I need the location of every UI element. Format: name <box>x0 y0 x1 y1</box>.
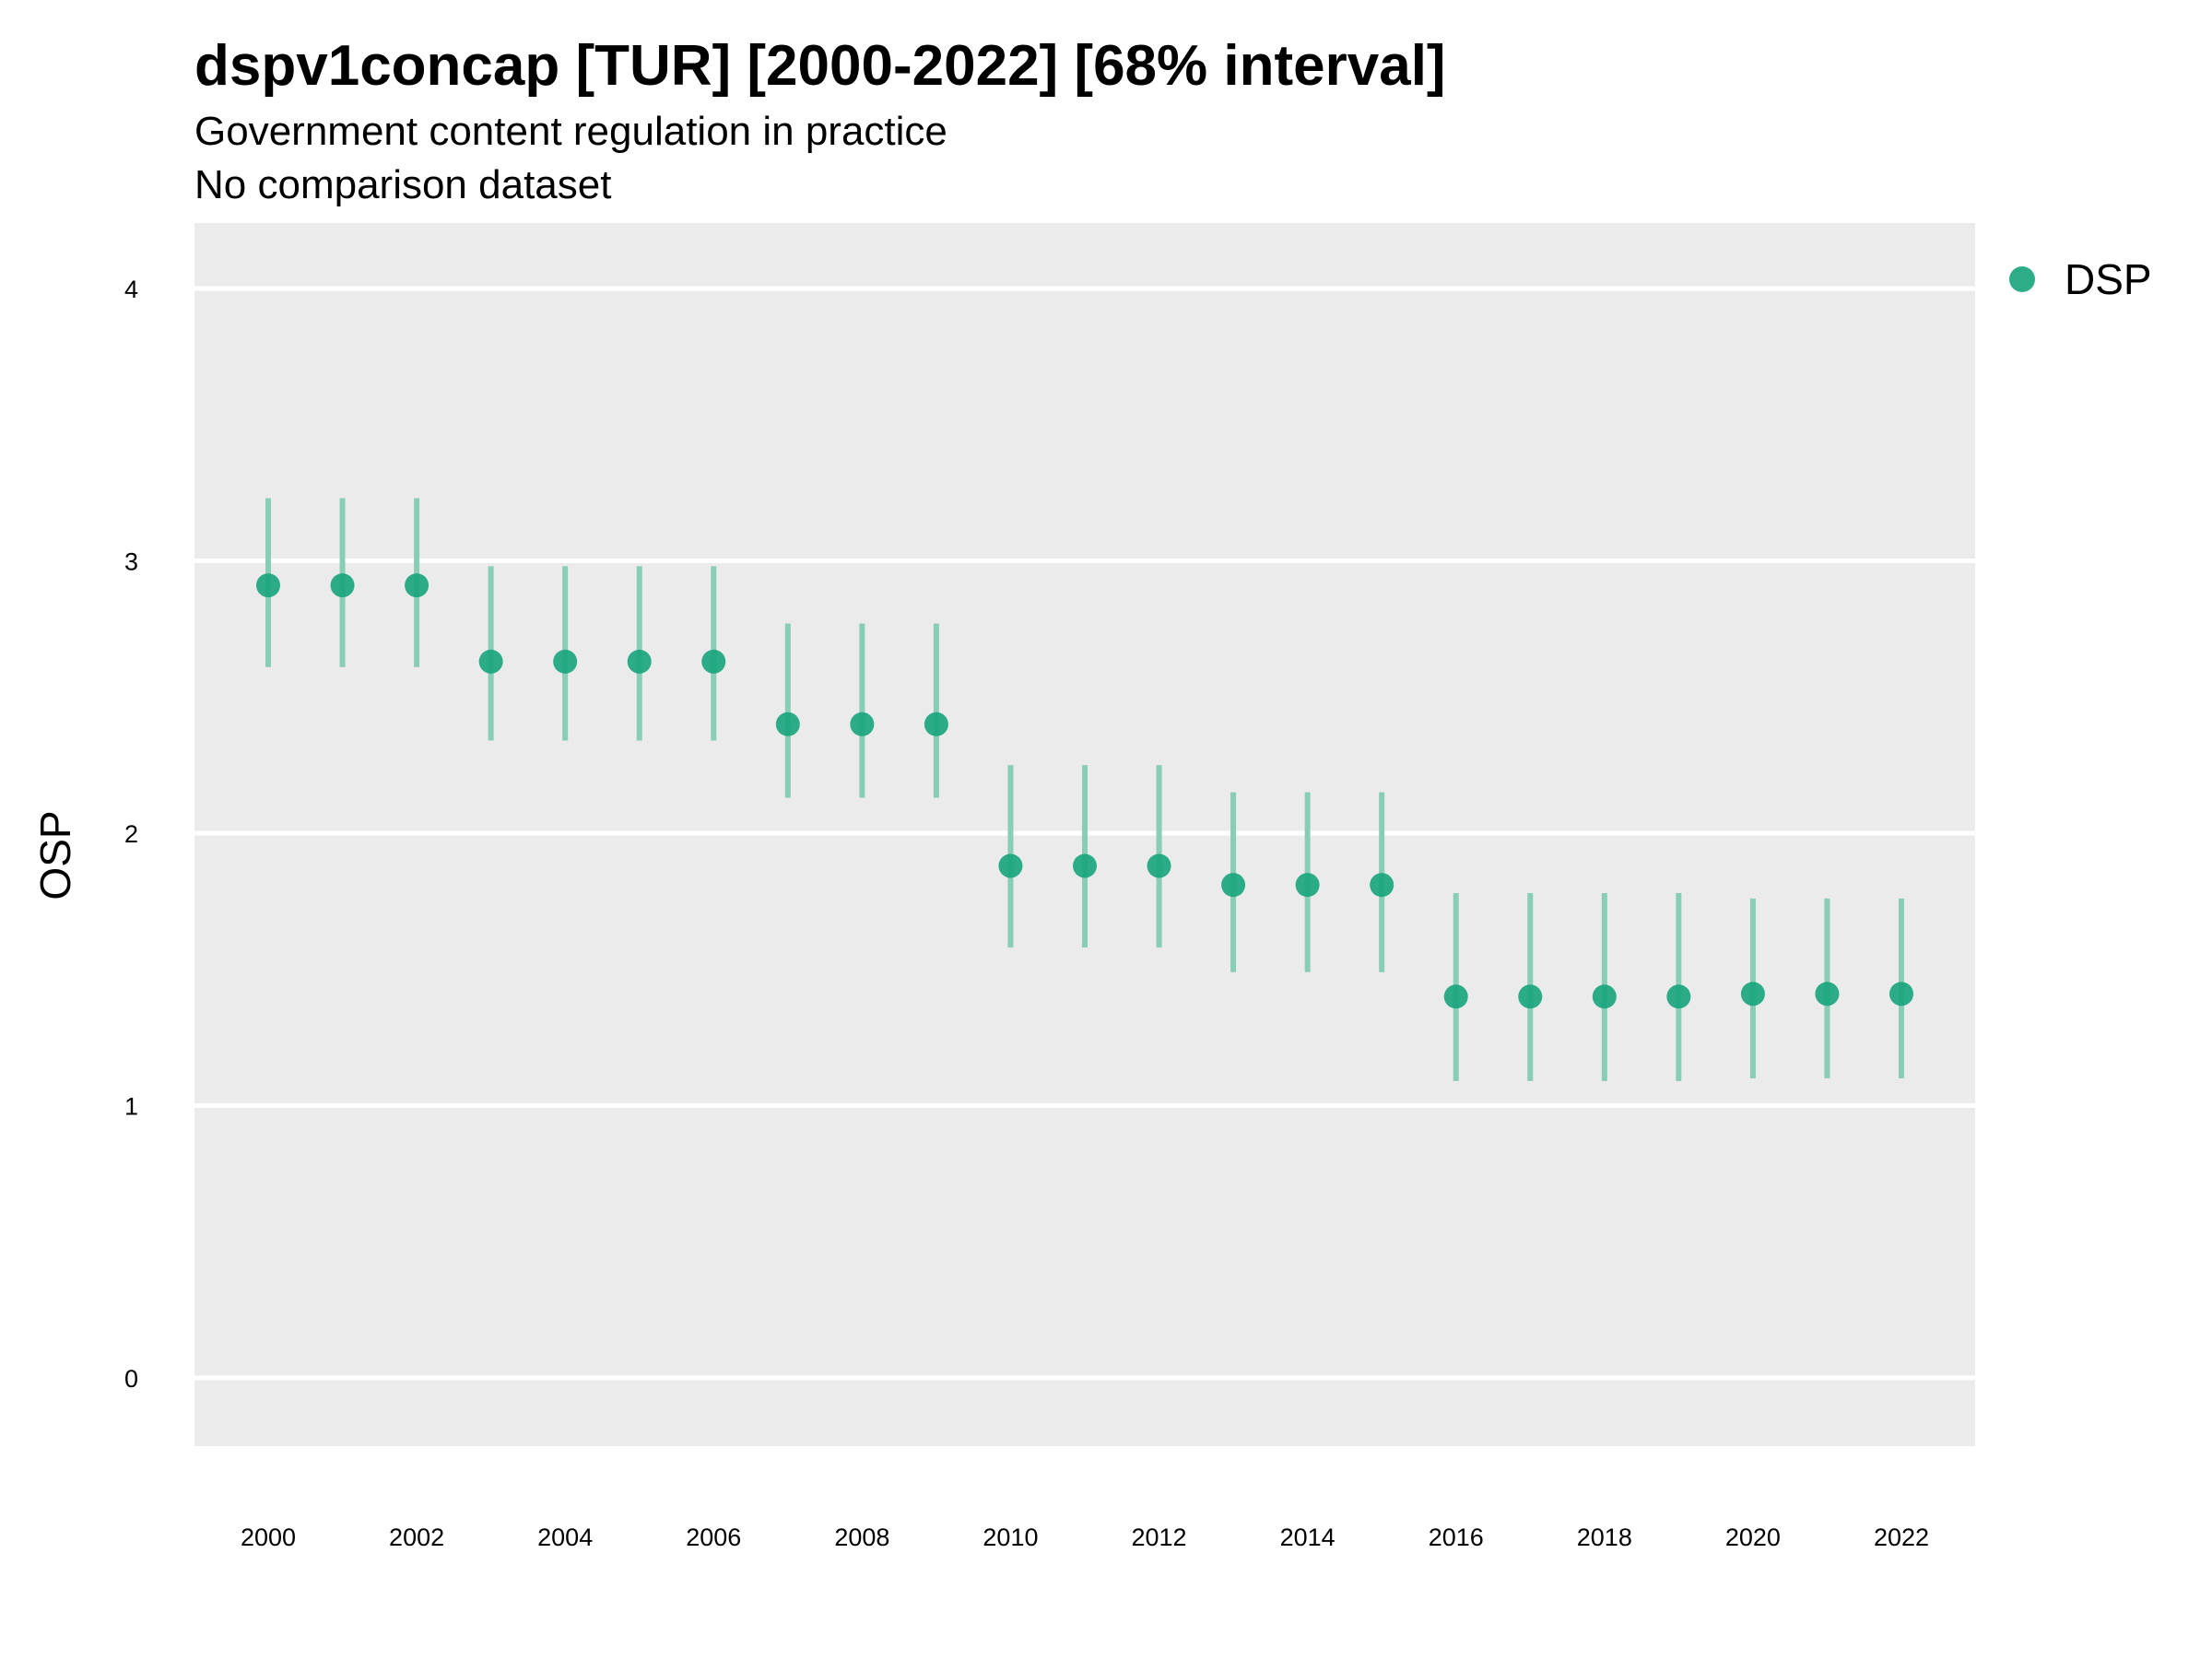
data-point <box>1443 984 1468 1009</box>
data-point <box>924 712 948 736</box>
x-tick-label: 2014 <box>1280 1524 1335 1551</box>
x-tick-label: 2020 <box>1725 1524 1781 1551</box>
y-tick-label: 3 <box>124 548 138 576</box>
point-layer <box>256 573 1913 1009</box>
y-tick-label: 0 <box>124 1365 138 1393</box>
data-point <box>627 649 652 674</box>
x-tick-label: 2004 <box>537 1524 593 1551</box>
data-point <box>998 853 1023 878</box>
data-point <box>1592 984 1617 1009</box>
x-tick-label: 2022 <box>1874 1524 1929 1551</box>
data-point <box>1221 873 1246 898</box>
x-tick-labels: 2000 2002 2004 2006 2008 2010 2012 2014 2016 2018… <box>241 1524 1929 1551</box>
legend: DSP <box>2009 255 2152 303</box>
data-point <box>478 649 503 674</box>
legend-label-dsp: DSP <box>2065 255 2152 303</box>
x-tick-label: 2008 <box>834 1524 889 1551</box>
data-point <box>1666 984 1691 1009</box>
data-point <box>701 649 726 674</box>
y-tick-labels: 0 1 2 3 4 <box>124 276 138 1393</box>
data-point <box>256 573 280 598</box>
data-point <box>553 649 578 674</box>
chart-title: dspv1concap [TUR] [2000-2022] [68% inter… <box>194 34 1446 98</box>
y-axis-title: OSP <box>31 810 79 900</box>
data-point <box>1295 873 1320 898</box>
y-tick-label: 1 <box>124 1093 138 1121</box>
x-tick-label: 2010 <box>982 1524 1038 1551</box>
x-tick-label: 2018 <box>1577 1524 1632 1551</box>
data-point <box>330 573 355 598</box>
x-tick-label: 2016 <box>1429 1524 1484 1551</box>
legend-key-dsp <box>2009 266 2035 292</box>
chart-subtitle: Government content regulation in practic… <box>194 109 947 154</box>
data-point <box>1815 982 1840 1006</box>
data-point <box>1518 984 1543 1009</box>
data-point <box>850 712 875 736</box>
data-point <box>1370 873 1394 898</box>
y-tick-label: 4 <box>124 276 138 303</box>
x-tick-label: 2006 <box>686 1524 741 1551</box>
x-tick-label: 2012 <box>1132 1524 1187 1551</box>
data-point <box>1740 982 1765 1006</box>
chart-subtitle-comparison: No comparison dataset <box>194 162 611 207</box>
data-point <box>775 712 800 736</box>
data-point <box>1147 853 1171 878</box>
x-tick-label: 2000 <box>241 1524 296 1551</box>
x-tick-label: 2002 <box>389 1524 444 1551</box>
y-tick-label: 2 <box>124 820 138 848</box>
data-point <box>1889 982 1913 1006</box>
data-point <box>405 573 429 598</box>
data-point <box>1073 853 1097 878</box>
